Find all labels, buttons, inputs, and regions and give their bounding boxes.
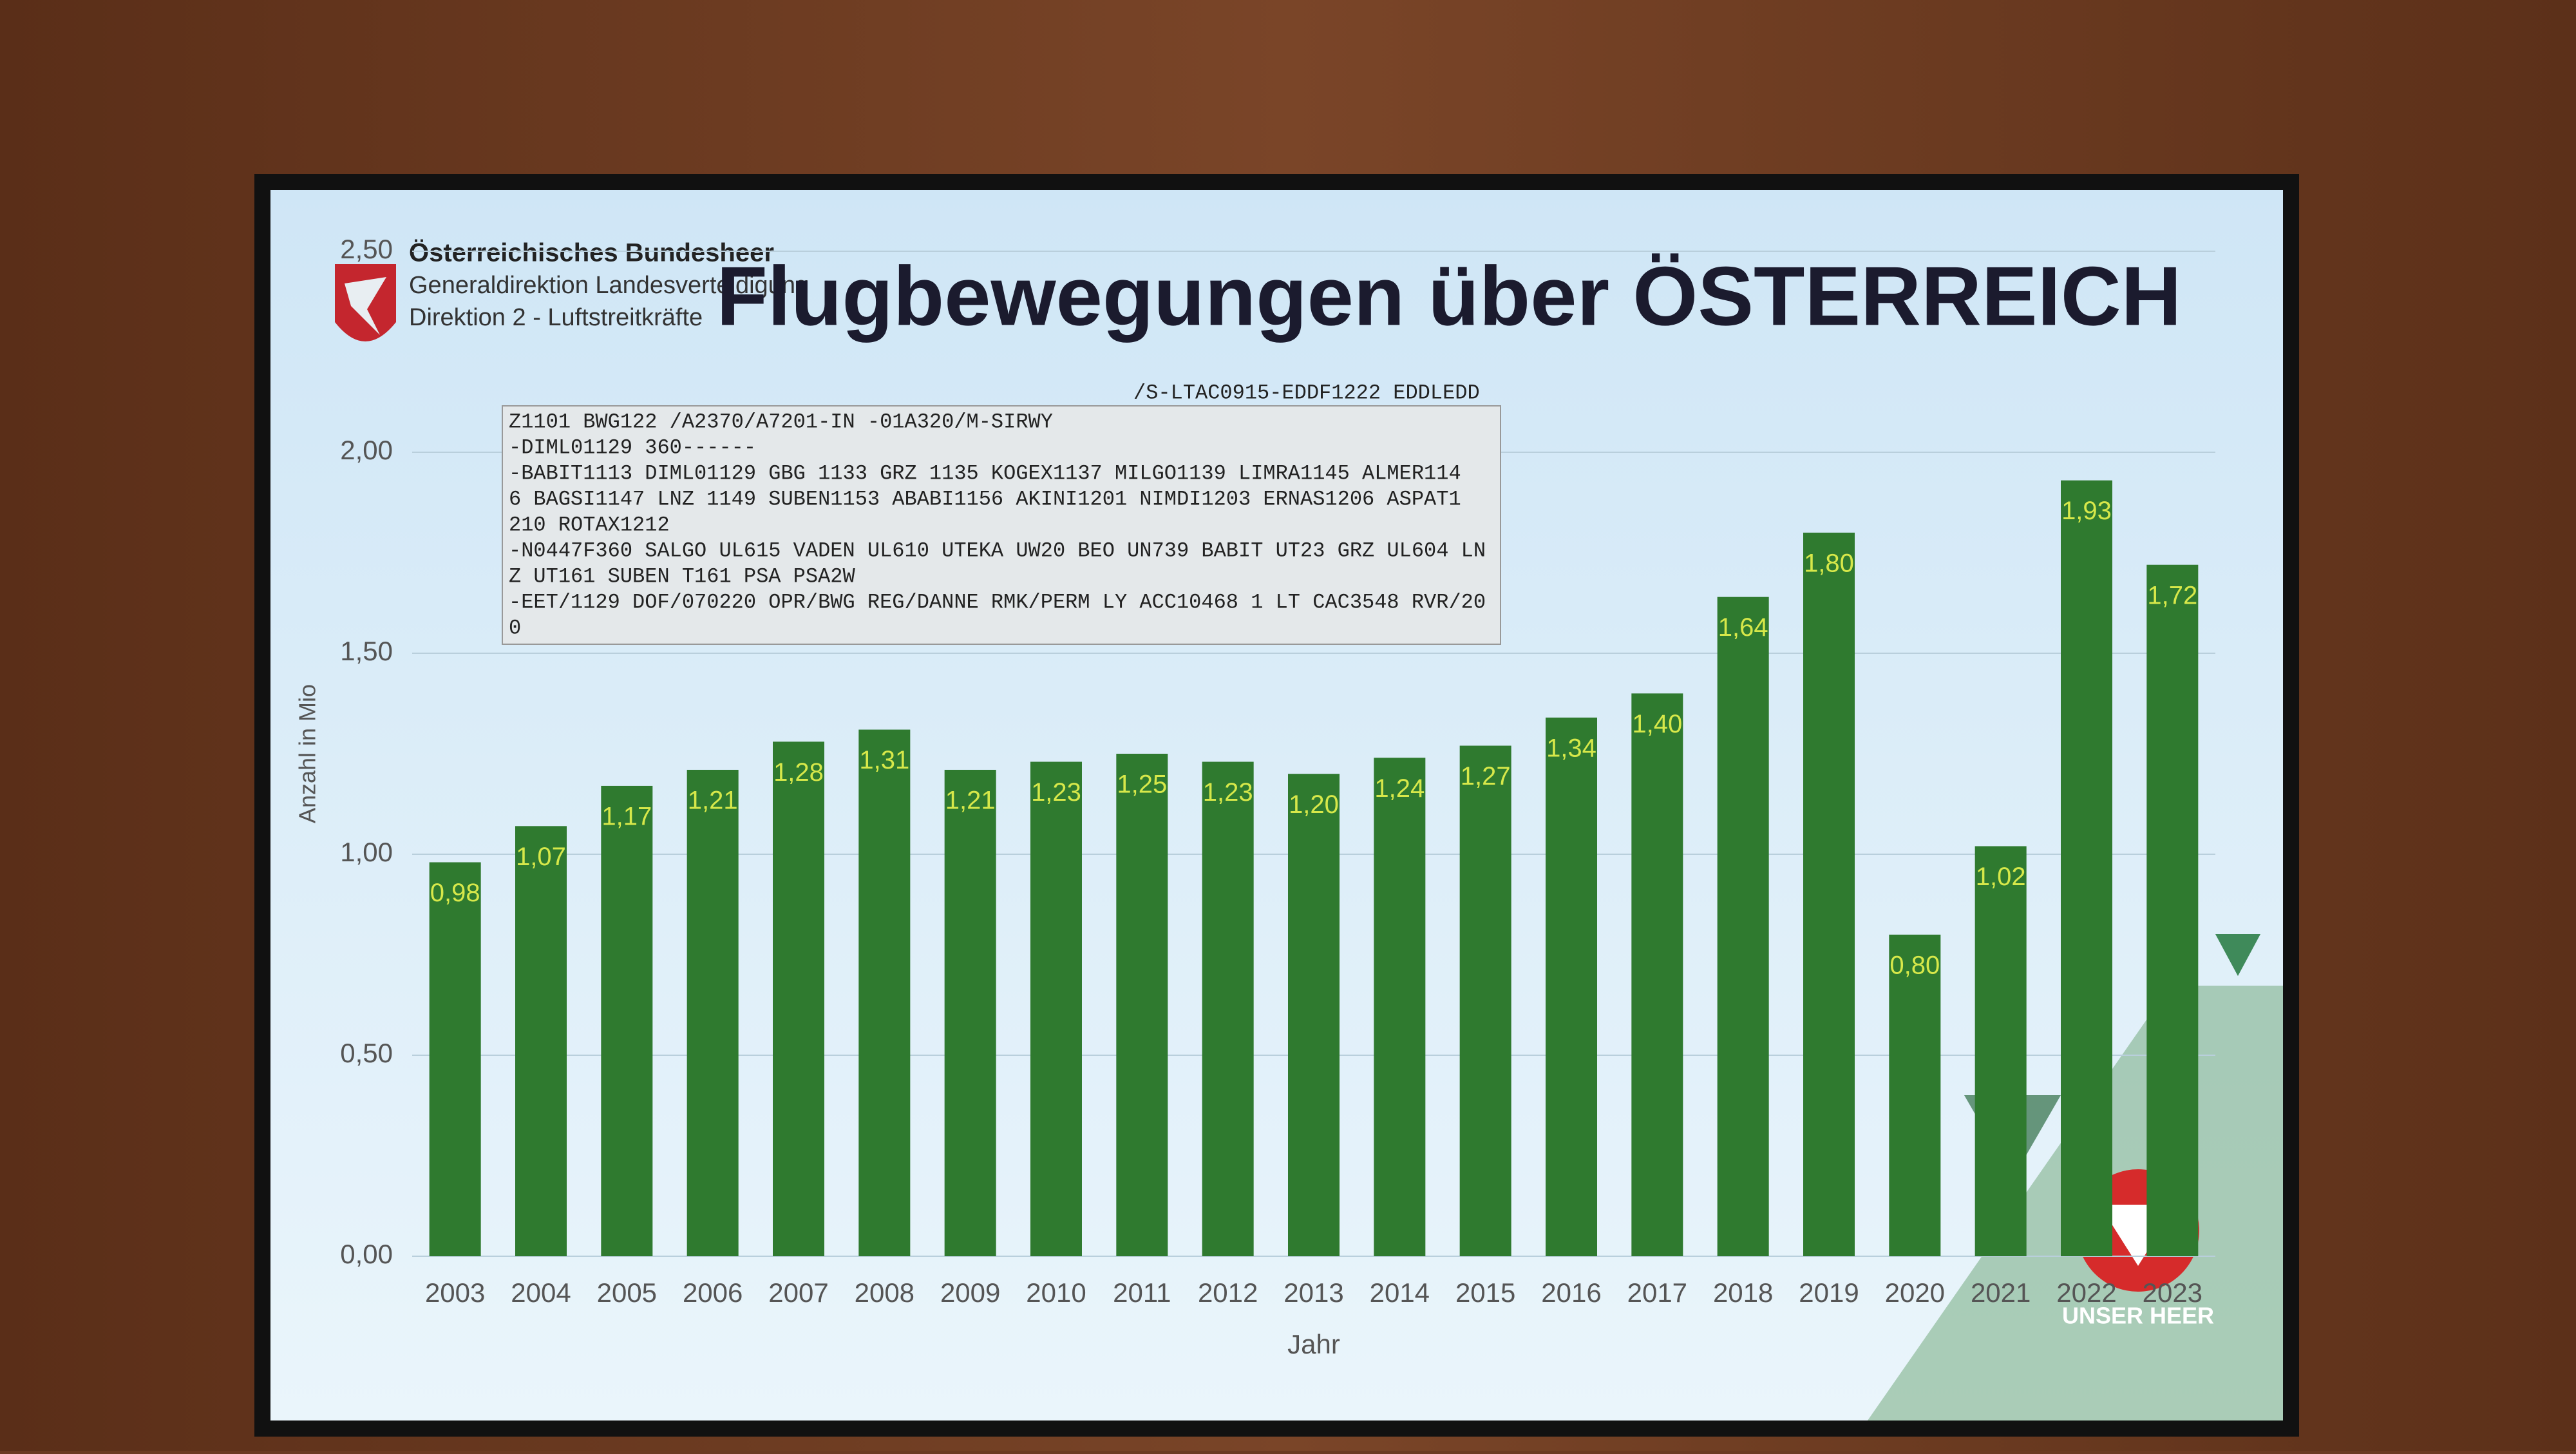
x-tick-label: 2009 [940, 1277, 1000, 1308]
bar [1202, 761, 1254, 1256]
value-label: 1,17 [601, 802, 652, 830]
x-tick-label: 2017 [1627, 1277, 1687, 1308]
x-axis-label: Jahr [1287, 1329, 1340, 1359]
x-tick-label: 2003 [425, 1277, 485, 1308]
x-tick-label: 2010 [1026, 1277, 1086, 1308]
x-tick-label: 2012 [1198, 1277, 1258, 1308]
flight-plan-line: 6 BAGSI1147 LNZ 1149 SUBEN1153 ABABI1156… [509, 487, 1461, 511]
x-tick-label: 2005 [597, 1277, 657, 1308]
x-tick-label: 2018 [1713, 1277, 1773, 1308]
bar [687, 769, 739, 1256]
flight-plan-header: /S-LTAC0915-EDDF1222 EDDLEDD [1133, 381, 1480, 405]
org-line: Direktion 2 - Luftstreitkräfte [409, 304, 703, 331]
x-tick-label: 2020 [1885, 1277, 1945, 1308]
flight-plan-line: -BABIT1113 DIML01129 GBG 1133 GRZ 1135 K… [509, 461, 1461, 485]
bar [944, 769, 996, 1256]
value-label: 1,23 [1031, 778, 1081, 807]
value-label: 1,02 [1976, 863, 2026, 891]
value-label: 1,23 [1203, 778, 1253, 807]
bar [1803, 532, 1855, 1256]
bar [1288, 774, 1340, 1256]
x-tick-label: 2004 [511, 1277, 571, 1308]
x-tick-label: 2015 [1455, 1277, 1515, 1308]
y-tick-label: 0,50 [340, 1038, 393, 1068]
value-label: 1,20 [1289, 790, 1339, 819]
flight-plan-box [502, 405, 1501, 645]
value-label: 0,98 [430, 879, 480, 907]
value-label: 1,31 [859, 746, 909, 774]
x-tick-label: 2011 [1113, 1277, 1171, 1308]
flight-plan-line: -N0447F360 SALGO UL615 VADEN UL610 UTEKA… [509, 539, 1486, 562]
flight-plan-line: 210 ROTAX1212 [509, 513, 670, 537]
y-axis-label: Anzahl in Mio [294, 684, 321, 823]
bar [773, 741, 824, 1256]
org-name: Österreichisches Bundesheer [409, 238, 774, 267]
bar [1116, 754, 1168, 1256]
bar [1459, 745, 1511, 1256]
bar [858, 729, 911, 1256]
flight-plan-line: Z1101 BWG122 /A2370/A7201-IN -01A320/M-S… [509, 410, 1053, 434]
bar [1631, 693, 1683, 1256]
triangle [2215, 934, 2260, 976]
flight-plan-line: Z UT161 SUBEN T161 PSA PSA2W [509, 564, 855, 588]
x-tick-label: 2023 [2143, 1277, 2202, 1308]
x-tick-label: 2016 [1541, 1277, 1601, 1308]
logo-text: UNSER HEER [2062, 1303, 2214, 1329]
value-label: 1,34 [1546, 734, 1596, 762]
y-tick-label: 1,50 [340, 636, 393, 666]
x-tick-label: 2022 [2056, 1277, 2116, 1308]
bar [1374, 758, 1426, 1256]
bar [1975, 846, 2027, 1256]
y-tick-label: 2,50 [340, 234, 393, 264]
y-tick-label: 0,00 [340, 1239, 393, 1269]
x-tick-label: 2008 [855, 1277, 914, 1308]
bar [1030, 761, 1082, 1256]
value-label: 1,24 [1374, 774, 1425, 803]
flight-plan-line: -EET/1129 DOF/070220 OPR/BWG REG/DANNE R… [509, 590, 1486, 614]
bar [1889, 934, 1941, 1256]
value-label: 1,64 [1718, 613, 1768, 642]
x-tick-label: 2019 [1799, 1277, 1859, 1308]
value-label: 1,21 [945, 787, 996, 815]
value-label: 1,27 [1461, 762, 1511, 790]
x-tick-label: 2007 [768, 1277, 828, 1308]
bar [2061, 480, 2112, 1257]
flight-plan-line: 0 [509, 616, 521, 640]
value-label: 1,07 [516, 843, 566, 871]
x-tick-label: 2014 [1370, 1277, 1430, 1308]
x-tick-label: 2021 [1971, 1277, 2031, 1308]
value-label: 1,72 [2147, 581, 2197, 609]
value-label: 1,25 [1117, 770, 1167, 799]
y-tick-label: 1,00 [340, 837, 393, 867]
value-label: 1,28 [773, 758, 824, 787]
value-label: 1,80 [1804, 549, 1854, 577]
value-label: 1,21 [688, 787, 738, 815]
bar [2146, 564, 2199, 1256]
x-tick-label: 2013 [1283, 1277, 1343, 1308]
chart-title: Flugbewegungen über ÖSTERREICH [716, 249, 2181, 343]
eagle [345, 277, 386, 335]
bar [429, 862, 481, 1256]
bar [1717, 597, 1769, 1256]
army-logo [335, 264, 396, 341]
value-label: 0,80 [1889, 951, 1940, 979]
x-tick-label: 2006 [683, 1277, 743, 1308]
y-tick-label: 2,00 [340, 435, 393, 465]
org-line: Generaldirektion Landesverteidigung [409, 272, 809, 299]
value-label: 1,40 [1632, 710, 1682, 738]
bar [1546, 717, 1597, 1256]
bar [601, 785, 653, 1256]
value-label: 1,93 [2061, 497, 2112, 525]
bar [515, 826, 567, 1256]
flight-plan-line: -DIML01129 360------ [509, 435, 756, 459]
